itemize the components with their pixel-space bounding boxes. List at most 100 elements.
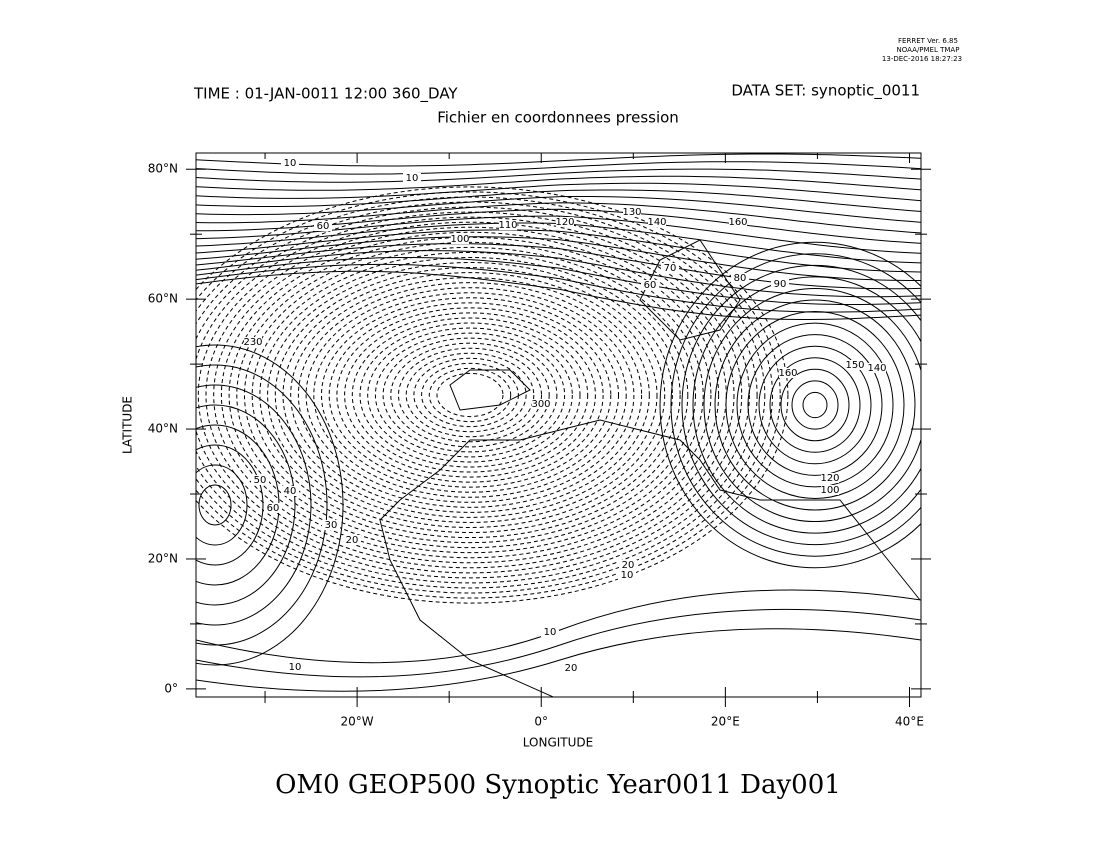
- contour-label-bg: [731, 273, 749, 283]
- contour-label-bg: [556, 217, 574, 227]
- contour-line: [802, 391, 828, 419]
- contour-label: 80: [734, 273, 747, 284]
- contour-label: 90: [774, 279, 787, 290]
- contour-label: 10: [289, 662, 302, 673]
- time: TIME : 01-JAN-0011 12:00 360_DAY: [193, 85, 458, 104]
- date: 13-DEC-2016 18:27:23: [882, 55, 962, 63]
- contour-label: 230: [243, 337, 262, 348]
- contour-line: [228, 236, 712, 554]
- contour-label-bg: [562, 663, 580, 673]
- contour-line: [196, 404, 296, 606]
- x-tick-label: 0°: [534, 715, 548, 729]
- contour-line: [390, 342, 550, 448]
- contour-label-bg: [821, 473, 839, 483]
- contour-label-bg: [618, 570, 636, 580]
- contour-line: [196, 384, 312, 626]
- contour-line: [197, 216, 743, 574]
- plot-frame: [195, 152, 922, 698]
- contour-label: 150: [845, 360, 864, 371]
- contour-label-bg: [771, 279, 789, 289]
- contour-line: [692, 276, 921, 534]
- contour-line: [205, 221, 735, 569]
- contour-label: 60: [317, 221, 330, 232]
- contour-label: 120: [555, 217, 574, 228]
- contour-line: [196, 589, 921, 664]
- contour-line: [428, 367, 512, 423]
- contour-line: [244, 246, 696, 544]
- contour-label-bg: [343, 535, 361, 545]
- contour-line: [282, 272, 658, 518]
- contour-line: [196, 168, 921, 183]
- contour-label: 160: [728, 217, 747, 228]
- contour-line: [374, 332, 566, 458]
- contour-line: [196, 191, 781, 599]
- contour-line: [196, 270, 921, 320]
- contour-line: [196, 464, 248, 546]
- contour-label-bg: [779, 368, 797, 378]
- contour-line: [196, 250, 921, 298]
- contour-line: [196, 229, 921, 273]
- contour-label-bg: [623, 207, 641, 217]
- contour-line: [251, 251, 689, 539]
- contour-line: [196, 153, 921, 167]
- contour-line: [196, 189, 921, 212]
- contour-label: 20: [565, 663, 578, 674]
- contour-label: 140: [867, 363, 886, 374]
- contour-line: [196, 182, 921, 202]
- coastline: [639, 239, 741, 341]
- contour-line: [405, 352, 535, 438]
- contour-label: 60: [267, 503, 280, 514]
- x-tick-label: 20°W: [341, 715, 374, 729]
- contour-line: [196, 211, 750, 579]
- contour-label-bg: [846, 360, 864, 370]
- contour-label: 140: [647, 217, 666, 228]
- contour-line: [196, 344, 344, 666]
- contour-line: [196, 444, 264, 566]
- contour-line: [196, 196, 921, 223]
- contour-line: [398, 347, 542, 443]
- contour-line: [344, 312, 596, 478]
- contour-label-bg: [541, 627, 559, 637]
- y-tick-label: 0°: [164, 681, 178, 695]
- contour-line: [421, 362, 519, 428]
- contour-line: [436, 372, 504, 418]
- y-tick-label: 80°N: [148, 162, 178, 176]
- contour-line: [328, 302, 612, 488]
- contour-line: [703, 287, 921, 523]
- contour-label-bg: [641, 280, 659, 290]
- contour-line: [382, 337, 558, 453]
- contour-label: 100: [450, 234, 469, 245]
- contour-label-bg: [868, 363, 886, 373]
- software: FERRET Ver. 6.85: [898, 37, 958, 45]
- contour-label-bg: [403, 173, 421, 183]
- contour-line: [736, 322, 894, 488]
- contour-label-bg: [661, 263, 679, 273]
- contour-label: 50: [254, 475, 267, 486]
- contour-line: [413, 357, 527, 433]
- contour-label: 10: [544, 627, 557, 638]
- contour-label-bg: [264, 503, 282, 513]
- x-axis-label: LONGITUDE: [523, 736, 593, 750]
- contour-label-bg: [648, 217, 666, 227]
- contour-line: [290, 277, 650, 513]
- coastline: [449, 369, 531, 411]
- contour-line: [213, 226, 727, 564]
- contour-line: [196, 222, 921, 264]
- map-title: OM0 GEOP500 Synoptic Year0011 Day001: [275, 770, 841, 800]
- dataset: DATA SET: synoptic_0011: [731, 82, 920, 101]
- contour-line: [196, 161, 921, 175]
- contour-label: 300: [531, 399, 550, 410]
- x-tick-label: 40°E: [895, 715, 924, 729]
- contour-label: 110: [498, 220, 517, 231]
- contour-line: [367, 327, 573, 463]
- contour-line: [791, 380, 839, 430]
- contour-line: [198, 484, 232, 526]
- contour-line: [196, 608, 921, 678]
- contour-line: [336, 307, 604, 483]
- contour-line: [196, 175, 921, 191]
- y-tick-label: 60°N: [148, 292, 178, 306]
- contour-line: [267, 262, 673, 528]
- contour-label-bg: [619, 560, 637, 570]
- contour-label: 20: [346, 535, 359, 546]
